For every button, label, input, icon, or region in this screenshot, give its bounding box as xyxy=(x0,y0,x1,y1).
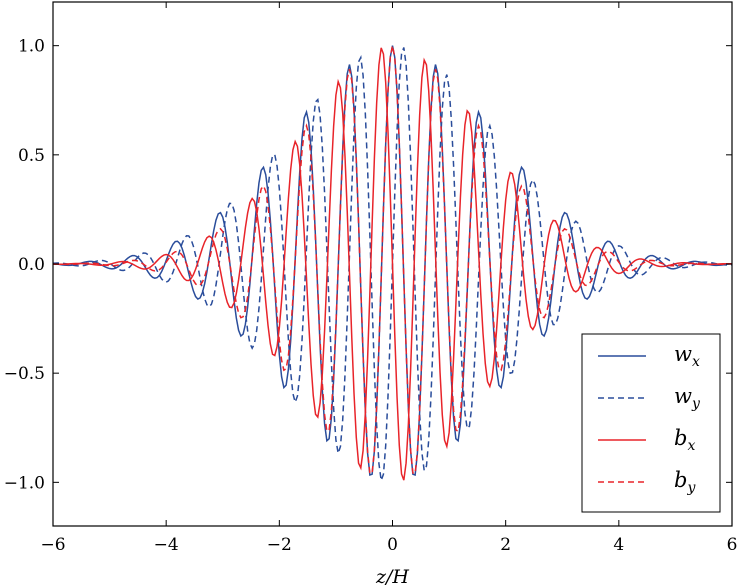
legend-label-w-x: wx xyxy=(674,342,700,370)
y-tick-label: 1.0 xyxy=(18,37,45,57)
x-axis-label: z/H xyxy=(375,566,409,587)
y-tick-label: 0.5 xyxy=(18,146,45,166)
legend-label-sub: x xyxy=(692,354,700,370)
plot-area xyxy=(53,45,732,481)
x-tick-label: −2 xyxy=(267,535,292,555)
legend-label-sub: x xyxy=(687,438,695,454)
legend-label-sub: y xyxy=(686,480,696,496)
x-tick-label: 0 xyxy=(387,535,398,555)
y-tick-label: −0.5 xyxy=(4,364,45,384)
y-tick-label: −1.0 xyxy=(4,473,45,493)
y-tick-label: 0.0 xyxy=(18,255,45,275)
legend-label-b-y: by xyxy=(674,468,696,496)
legend-label-main: w xyxy=(674,342,692,366)
legend-label-sub: y xyxy=(691,396,701,412)
x-tick-label: 2 xyxy=(500,535,511,555)
ticks: −6 −4 −2 0 2 4 6 −1.0 −0.5 0.0 0.5 1.0 xyxy=(4,2,738,555)
x-tick-label: 4 xyxy=(613,535,624,555)
series-line-w-x xyxy=(53,45,732,476)
x-tick-label: −4 xyxy=(154,535,179,555)
legend-box xyxy=(581,333,721,513)
series-line-b-x xyxy=(53,47,732,481)
legend-label-b-x: bx xyxy=(674,426,695,454)
legend-label-main: b xyxy=(674,426,687,450)
x-tick-label: −6 xyxy=(40,535,65,555)
legend-label-w-y: wy xyxy=(674,384,701,412)
legend-label-main: b xyxy=(674,468,687,492)
legend-label-main: w xyxy=(674,384,692,408)
x-tick-label: 6 xyxy=(727,535,738,555)
series-line-b-y xyxy=(53,45,732,475)
